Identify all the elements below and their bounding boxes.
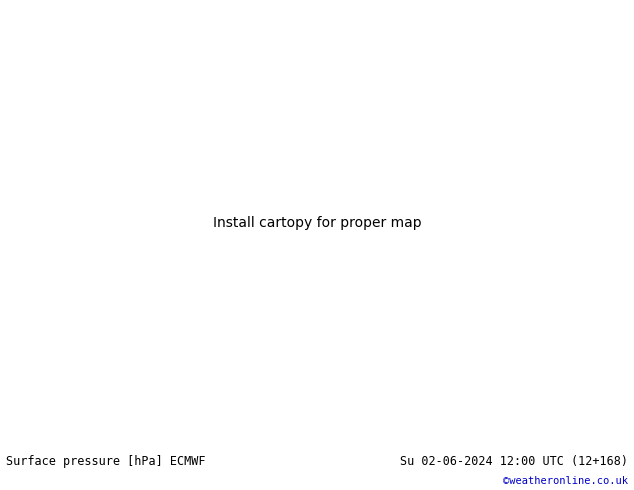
Text: ©weatheronline.co.uk: ©weatheronline.co.uk [503,476,628,487]
Text: Surface pressure [hPa] ECMWF: Surface pressure [hPa] ECMWF [6,455,206,468]
Text: Install cartopy for proper map: Install cartopy for proper map [212,216,422,230]
Text: Su 02-06-2024 12:00 UTC (12+168): Su 02-06-2024 12:00 UTC (12+168) [399,455,628,468]
